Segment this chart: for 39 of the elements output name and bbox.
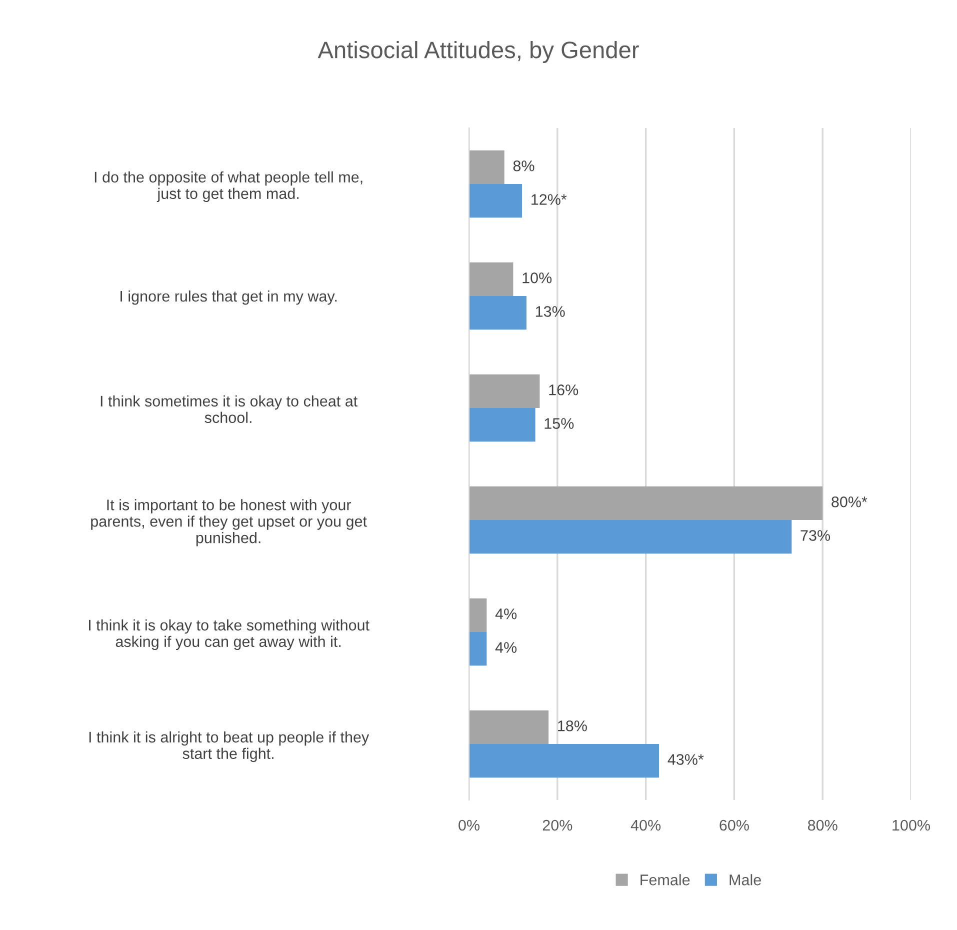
y-tick-label: I think it is okay to take something without asking if you can get away with it. [89,619,370,650]
bar [469,184,522,218]
data-label: 4% [495,642,517,653]
y-tick-label: It is important to be honest with your parents, even if they get upset or you get punished. [91,499,367,546]
bar [469,710,549,744]
data-label: 8% [513,160,534,172]
data-label: 73% [800,530,830,541]
bar [469,296,526,330]
data-label: 13% [536,306,565,317]
bar [469,262,514,296]
data-label: 4% [495,608,517,620]
data-label: 16% [549,384,578,396]
x-tick-label: 0% [458,820,480,831]
x-tick-label: 80% [808,820,838,831]
bar [469,520,792,554]
x-tick-label: 20% [542,820,572,831]
y-tick-label: I ignore rules that get in my way. [120,290,337,305]
data-label: 12%* [532,194,567,205]
x-tick-label: 60% [720,820,749,831]
legend-label: Female [640,874,690,886]
data-label: 18% [558,720,587,732]
data-label: 10% [522,272,552,284]
bar [469,632,487,666]
y-tick-label: I think sometimes it is okay to cheat at school. [100,395,358,424]
bar [469,374,540,408]
x-tick-label: 40% [630,820,661,831]
bar [469,408,536,442]
bar [469,150,504,184]
bar [469,486,823,520]
y-tick-label: I do the opposite of what people tell me, just to get them mad. [94,171,362,202]
chart-title: Antisocial Attitudes, by Gender [318,40,639,64]
bar [469,598,487,632]
x-tick-label: 100% [892,820,930,831]
bar [469,744,660,778]
data-label: 15% [544,418,574,429]
y-tick-label: I think it is alright to beat up people if they start the fight. [89,731,370,762]
legend-label: Male [730,874,761,886]
data-label: 43%* [668,754,704,765]
data-label: 80%* [832,496,868,508]
